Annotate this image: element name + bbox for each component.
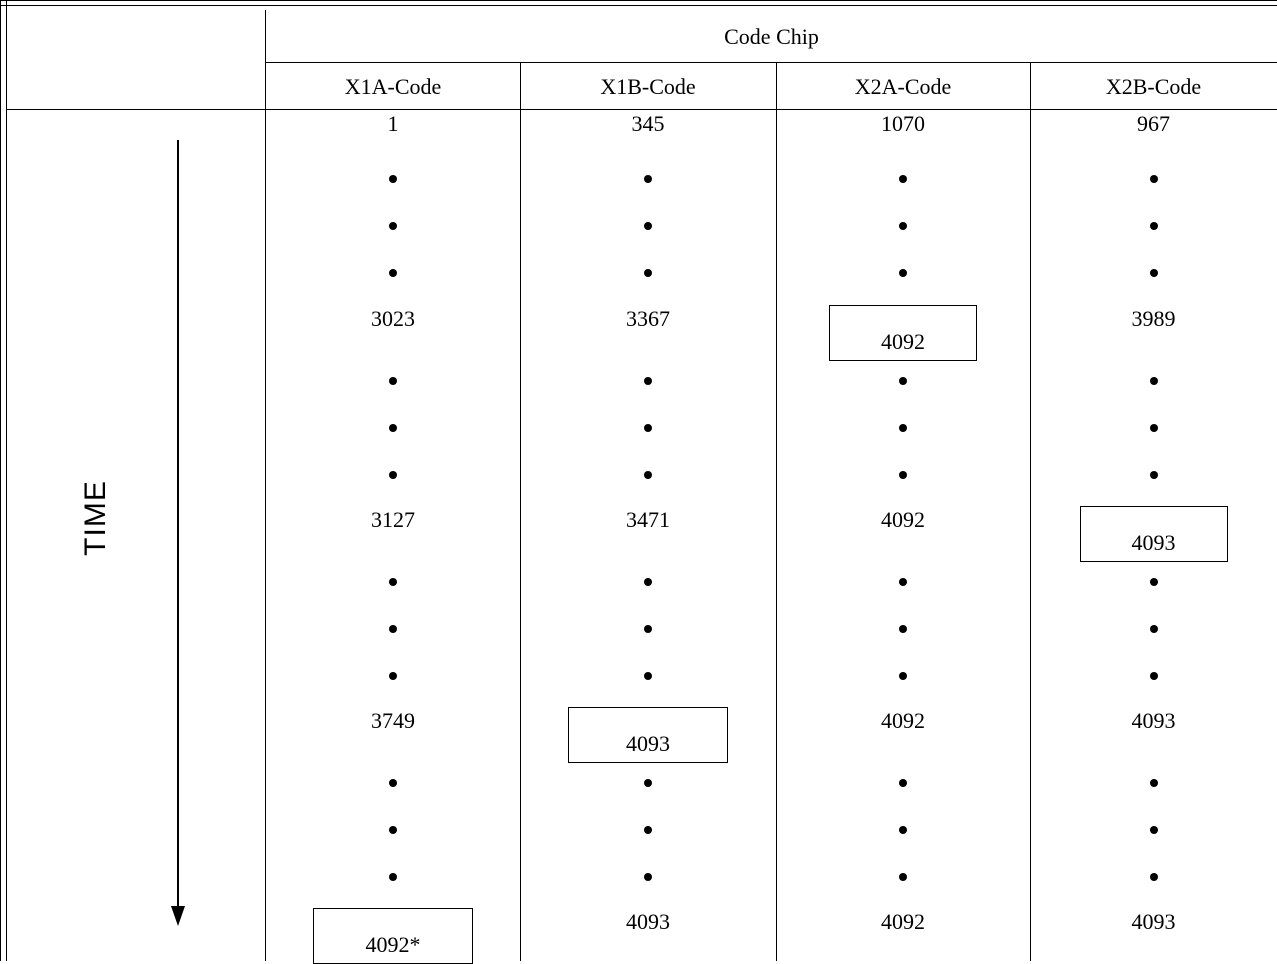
ellipsis-dot-icon: [899, 269, 907, 277]
ellipsis-dot-icon: [1149, 578, 1158, 586]
cell-value: 4093: [626, 909, 670, 934]
time-axis-label: TIME: [79, 480, 112, 556]
highlighted-cell: 4092*: [313, 908, 473, 964]
ellipsis-dot-icon: [644, 175, 652, 183]
ellipsis-dot-icon: [644, 625, 652, 633]
table-top-border: [0, 0, 1277, 6]
column-divider: [520, 62, 521, 961]
ellipsis-dot-icon: [899, 578, 907, 586]
ellipsis-dot-icon: [389, 779, 397, 787]
cell-value: 1: [387, 111, 399, 136]
cell-value: 3471: [626, 507, 670, 532]
column-header: X2A-Code: [854, 74, 952, 99]
ellipsis-dot-icon: [1149, 269, 1158, 277]
ellipsis-dot-icon: [644, 578, 652, 586]
ellipsis-dot-icon: [899, 873, 907, 881]
column-divider: [776, 62, 777, 961]
time-arrow: [177, 140, 179, 910]
ellipsis-dot-icon: [899, 222, 907, 230]
ellipsis-dot-icon: [1149, 779, 1158, 787]
ellipsis-dot-icon: [389, 377, 397, 385]
ellipsis-dot-icon: [1149, 873, 1158, 881]
ellipsis-dot-icon: [389, 269, 397, 277]
column-divider: [1030, 62, 1031, 961]
cell-value: 4093: [626, 731, 670, 756]
ellipsis-dot-icon: [644, 424, 652, 432]
ellipsis-dot-icon: [644, 672, 652, 680]
ellipsis-dot-icon: [644, 873, 652, 881]
cell-value: 4093: [1131, 708, 1176, 733]
header-bottom-border: [7, 109, 1277, 110]
ellipsis-dot-icon: [644, 222, 652, 230]
column-header: X1B-Code: [600, 74, 696, 99]
code-chip-header: Code Chip: [724, 24, 819, 49]
ellipsis-dot-icon: [389, 578, 397, 586]
cell-value: 4093: [1131, 530, 1176, 555]
ellipsis-dot-icon: [899, 471, 907, 479]
ellipsis-dot-icon: [899, 377, 907, 385]
ellipsis-dot-icon: [899, 779, 907, 787]
ellipsis-dot-icon: [1149, 175, 1158, 183]
cell-value: 3367: [626, 306, 670, 331]
ellipsis-dot-icon: [1149, 424, 1158, 432]
cell-value: 3989: [1131, 306, 1176, 331]
table-left-border: [0, 0, 7, 961]
ellipsis-dot-icon: [644, 779, 652, 787]
ellipsis-dot-icon: [644, 471, 652, 479]
ellipsis-dot-icon: [899, 175, 907, 183]
ellipsis-dot-icon: [644, 826, 652, 834]
cell-value: 4093: [1131, 909, 1176, 934]
ellipsis-dot-icon: [389, 222, 397, 230]
ellipsis-dot-icon: [389, 873, 397, 881]
highlighted-cell: 4093: [568, 707, 728, 763]
cell-value: 345: [631, 111, 665, 136]
ellipsis-dot-icon: [389, 424, 397, 432]
ellipsis-dot-icon: [899, 424, 907, 432]
ellipsis-dot-icon: [1149, 471, 1158, 479]
cell-value: 3023: [371, 306, 415, 331]
column-header: X2B-Code: [1105, 74, 1202, 99]
ellipsis-dot-icon: [389, 175, 397, 183]
highlighted-cell: 4092: [829, 305, 977, 361]
cell-value: 4092*: [365, 932, 421, 957]
ellipsis-dot-icon: [389, 471, 397, 479]
column-header: X1A-Code: [344, 74, 442, 99]
ellipsis-dot-icon: [644, 377, 652, 385]
header-divider: [266, 62, 1277, 63]
cell-value: 4092: [881, 909, 925, 934]
ellipsis-dot-icon: [1149, 625, 1158, 633]
ellipsis-dot-icon: [1149, 222, 1158, 230]
time-arrow-head-icon: [171, 906, 185, 926]
cell-value: 967: [1137, 111, 1170, 136]
ellipsis-dot-icon: [1149, 672, 1158, 680]
highlighted-cell: 4093: [1079, 506, 1228, 562]
ellipsis-dot-icon: [899, 672, 907, 680]
cell-value: 4092: [881, 329, 925, 354]
cell-value: 4092: [881, 507, 925, 532]
ellipsis-dot-icon: [1149, 377, 1158, 385]
ellipsis-dot-icon: [389, 672, 397, 680]
ellipsis-dot-icon: [644, 269, 652, 277]
cell-value: 1070: [881, 111, 925, 136]
ellipsis-dot-icon: [389, 625, 397, 633]
ellipsis-dot-icon: [389, 826, 397, 834]
ellipsis-dot-icon: [899, 625, 907, 633]
ellipsis-dot-icon: [1149, 826, 1158, 834]
ellipsis-dot-icon: [899, 826, 907, 834]
column-divider: [265, 10, 266, 961]
cell-value: 3749: [371, 708, 415, 733]
cell-value: 3127: [371, 507, 415, 532]
cell-value: 4092: [881, 708, 925, 733]
